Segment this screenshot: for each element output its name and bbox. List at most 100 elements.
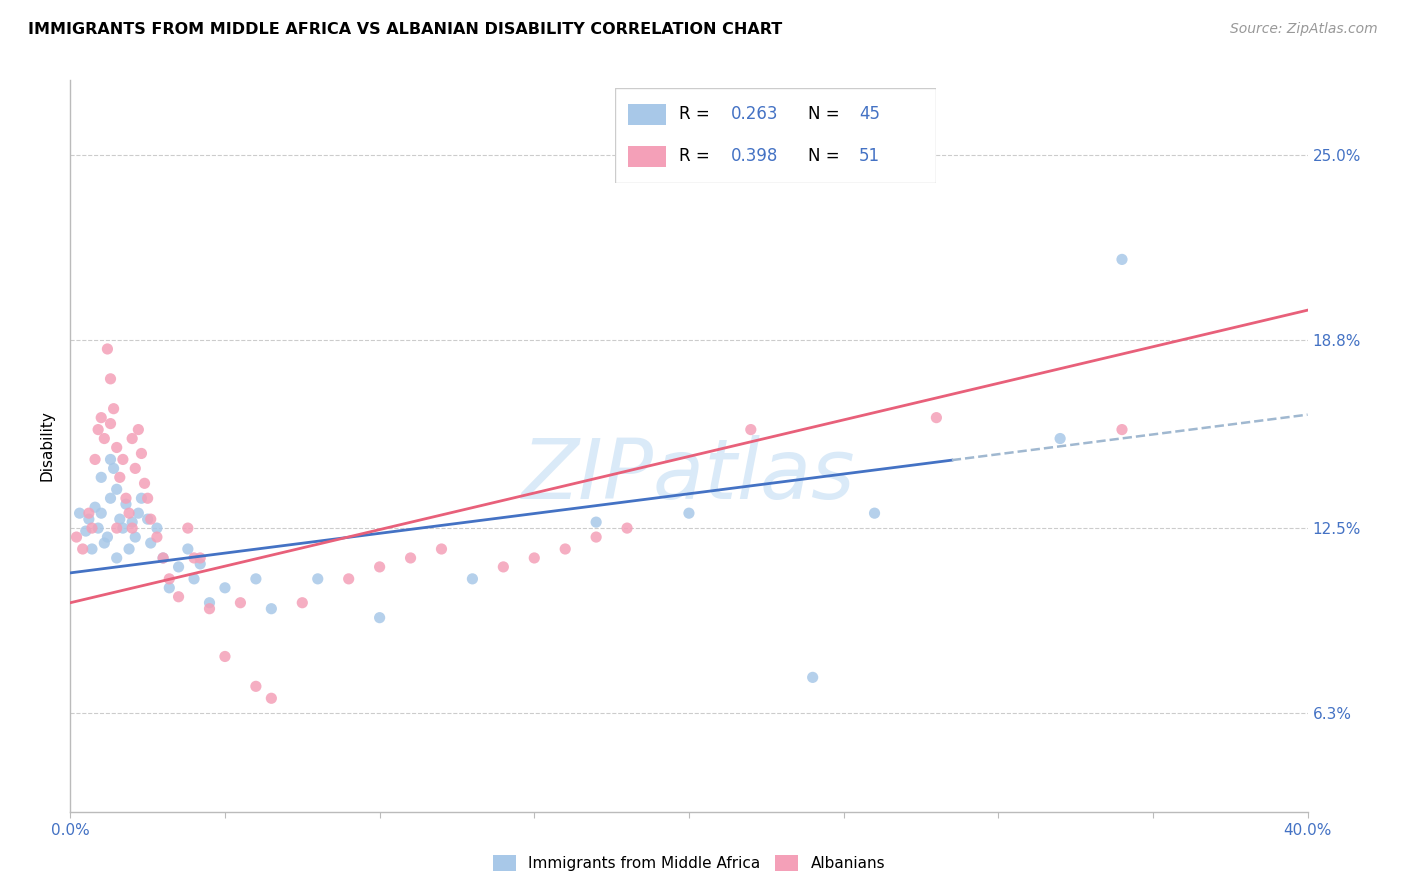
Point (69, 506, 91, 520)
Point (136, 491, 159, 506)
Point (177, 541, 200, 556)
Point (585, 515, 607, 529)
Text: N =: N = (807, 105, 845, 123)
Point (399, 551, 422, 566)
Text: 0.398: 0.398 (731, 147, 778, 165)
Point (198, 601, 221, 615)
Point (523, 551, 546, 566)
Point (87, 521, 110, 535)
Point (260, 691, 283, 706)
Point (127, 506, 149, 520)
Point (1111, 252, 1133, 267)
Point (100, 417, 122, 431)
Point (198, 596, 221, 610)
Point (100, 372, 122, 386)
Point (146, 521, 169, 535)
Point (188, 551, 211, 566)
Point (87, 423, 110, 437)
Point (167, 560, 190, 574)
Point (430, 541, 453, 556)
Text: R =: R = (679, 105, 716, 123)
Point (77, 506, 100, 520)
Point (214, 581, 236, 595)
Point (100, 452, 122, 467)
Point (111, 521, 134, 535)
Point (105, 521, 128, 535)
Point (1049, 432, 1071, 446)
Point (585, 530, 607, 544)
Point (93, 432, 115, 446)
Point (139, 536, 162, 550)
Point (183, 551, 205, 566)
Point (461, 572, 484, 586)
Point (118, 506, 141, 520)
Point (103, 401, 125, 416)
Point (291, 596, 314, 610)
Text: N =: N = (807, 147, 845, 165)
Point (616, 521, 638, 535)
Legend: Immigrants from Middle Africa, Albanians: Immigrants from Middle Africa, Albanians (486, 849, 891, 877)
Point (157, 572, 180, 586)
Point (167, 590, 190, 604)
Point (131, 491, 153, 506)
Point (72, 541, 94, 556)
Point (801, 670, 824, 684)
Text: 45: 45 (859, 105, 880, 123)
FancyBboxPatch shape (627, 103, 666, 125)
Point (1111, 423, 1133, 437)
Text: ZIPatlas: ZIPatlas (522, 434, 856, 516)
FancyBboxPatch shape (627, 145, 666, 167)
Point (96, 530, 118, 544)
Point (80, 541, 103, 556)
Point (307, 572, 329, 586)
Point (124, 530, 146, 544)
Point (678, 506, 700, 520)
Point (134, 476, 156, 491)
Text: IMMIGRANTS FROM MIDDLE AFRICA VS ALBANIAN DISABILITY CORRELATION CHART: IMMIGRANTS FROM MIDDLE AFRICA VS ALBANIA… (28, 22, 782, 37)
Point (146, 530, 169, 544)
Point (152, 551, 174, 566)
Point (90, 470, 112, 484)
Point (111, 452, 134, 467)
Point (65, 530, 87, 544)
Point (368, 610, 391, 624)
Point (368, 560, 391, 574)
Point (108, 470, 131, 484)
FancyBboxPatch shape (614, 87, 936, 183)
Point (131, 446, 153, 460)
Point (188, 557, 211, 571)
Point (124, 461, 146, 475)
Point (157, 581, 180, 595)
Point (245, 572, 267, 586)
Point (863, 506, 886, 520)
Point (152, 551, 174, 566)
Point (80, 521, 103, 535)
Point (139, 512, 162, 526)
Point (100, 491, 122, 506)
Point (105, 441, 128, 455)
Point (260, 601, 283, 615)
Point (75, 524, 97, 538)
Point (84, 452, 107, 467)
Text: 51: 51 (859, 147, 880, 165)
Text: 0.263: 0.263 (731, 105, 778, 123)
Point (90, 506, 112, 520)
Point (127, 423, 149, 437)
Point (121, 432, 143, 446)
Point (925, 410, 948, 425)
Point (229, 596, 252, 610)
Point (492, 560, 515, 574)
Point (108, 512, 131, 526)
Point (115, 497, 138, 511)
Point (337, 572, 360, 586)
Text: Source: ZipAtlas.com: Source: ZipAtlas.com (1230, 22, 1378, 37)
Point (214, 649, 236, 664)
Point (93, 536, 115, 550)
Point (121, 515, 143, 529)
Point (105, 551, 128, 566)
Point (554, 541, 576, 556)
Point (118, 541, 141, 556)
Point (740, 423, 762, 437)
Point (177, 521, 200, 535)
Point (77, 512, 100, 526)
